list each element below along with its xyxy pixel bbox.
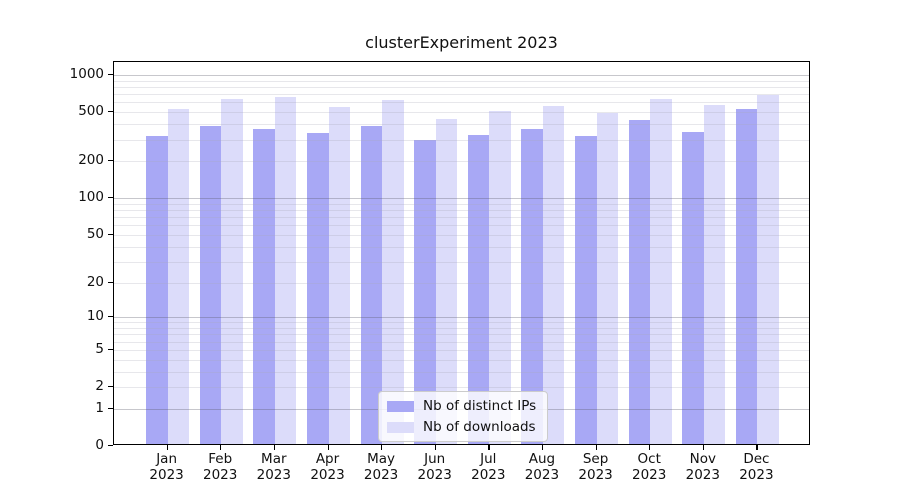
x-tick-label-feb: Feb 2023 <box>203 451 238 483</box>
y-tick-label-20: 20 <box>86 273 104 290</box>
x-tick-label-may: May 2023 <box>363 451 399 483</box>
y-tick-label-200: 200 <box>78 152 104 169</box>
bar-nov-distinct-ips <box>682 132 704 444</box>
y-tick-mark-5 <box>108 348 113 351</box>
bar-jan-downloads <box>167 109 190 444</box>
x-tick-mark-nov <box>702 445 705 450</box>
y-tick-mark-20 <box>108 281 113 283</box>
y-tick-mark-2 <box>108 386 113 388</box>
y-tick-label-10: 10 <box>86 308 104 325</box>
bar-dec-distinct-ips <box>735 108 758 444</box>
y-tick-label-100: 100 <box>78 189 104 206</box>
y-tick-mark-0 <box>108 445 113 447</box>
chart-title: clusterExperiment 2023 <box>365 33 558 52</box>
x-tick-mark-aug <box>541 445 544 450</box>
x-tick-label-jul: Jul 2023 <box>471 451 506 483</box>
bar-sep-downloads <box>596 112 619 444</box>
x-tick-mark-jul <box>488 445 490 450</box>
x-tick-label-dec: Dec 2023 <box>739 451 774 483</box>
y-tick-mark-1 <box>108 407 113 410</box>
plot-area: Nb of distinct IPs Nb of downloads <box>113 61 810 445</box>
y-tick-label-50: 50 <box>86 225 104 242</box>
legend-item-distinct-ips: Nb of distinct IPs <box>387 398 536 414</box>
x-tick-label-nov: Nov 2023 <box>685 451 720 483</box>
x-tick-mark-jun <box>434 445 436 450</box>
bar-apr-downloads <box>328 106 350 444</box>
x-tick-label-aug: Aug 2023 <box>524 451 560 483</box>
y-tick-label-0: 0 <box>95 437 104 453</box>
y-tick-label-500: 500 <box>78 103 104 120</box>
y-tick-label-1000: 1000 <box>69 66 104 82</box>
legend-label-distinct-ips: Nb of distinct IPs <box>423 398 537 414</box>
bar-jun-distinct-ips <box>414 140 436 444</box>
bar-feb-downloads <box>221 98 243 444</box>
bar-jul-distinct-ips <box>467 134 490 444</box>
bars-layer <box>114 62 809 444</box>
bar-feb-distinct-ips <box>199 126 222 444</box>
y-tick-mark-100 <box>108 197 113 199</box>
bar-oct-distinct-ips <box>628 120 651 444</box>
bar-jul-downloads <box>489 111 511 444</box>
x-tick-label-jun: Jun 2023 <box>417 451 452 483</box>
y-tick-mark-500 <box>108 111 113 113</box>
x-tick-mark-jan <box>166 445 168 450</box>
x-tick-label-apr: Apr 2023 <box>310 451 345 483</box>
y-tick-mark-10 <box>108 316 113 318</box>
bar-aug-distinct-ips <box>521 128 543 444</box>
y-tick-label-1: 1 <box>95 399 104 416</box>
x-tick-label-oct: Oct 2023 <box>632 451 667 483</box>
bar-nov-downloads <box>703 104 726 444</box>
x-tick-mark-apr <box>327 445 329 450</box>
bar-aug-downloads <box>542 106 565 444</box>
legend-swatch-distinct-ips-icon <box>387 400 414 412</box>
x-tick-mark-feb <box>220 445 222 450</box>
bar-may-downloads <box>382 99 404 444</box>
y-tick-mark-200 <box>108 160 113 162</box>
bar-may-distinct-ips <box>360 126 383 444</box>
y-tick-label-5: 5 <box>95 340 104 357</box>
legend-swatch-downloads-icon <box>387 421 414 433</box>
bar-sep-distinct-ips <box>575 135 597 444</box>
bar-mar-downloads <box>274 96 297 444</box>
bar-oct-downloads <box>650 99 672 444</box>
legend: Nb of distinct IPs Nb of downloads <box>378 391 549 442</box>
x-tick-mark-dec <box>756 445 758 450</box>
bar-jan-distinct-ips <box>146 135 168 444</box>
x-tick-mark-mar <box>273 445 276 450</box>
bar-apr-distinct-ips <box>307 133 329 444</box>
y-tick-label-2: 2 <box>95 378 104 394</box>
x-tick-label-jan: Jan 2023 <box>149 451 184 483</box>
y-tick-mark-1000 <box>108 74 113 76</box>
y-tick-mark-50 <box>108 233 113 236</box>
bar-mar-distinct-ips <box>253 129 275 444</box>
legend-item-downloads: Nb of downloads <box>387 419 536 435</box>
legend-label-downloads: Nb of downloads <box>423 419 536 435</box>
x-tick-mark-oct <box>649 445 651 450</box>
x-tick-mark-may <box>381 445 383 450</box>
x-tick-mark-sep <box>595 445 597 450</box>
x-tick-label-mar: Mar 2023 <box>256 451 291 483</box>
bar-jun-downloads <box>435 118 458 444</box>
bar-dec-downloads <box>757 94 779 444</box>
x-tick-label-sep: Sep 2023 <box>578 451 613 483</box>
